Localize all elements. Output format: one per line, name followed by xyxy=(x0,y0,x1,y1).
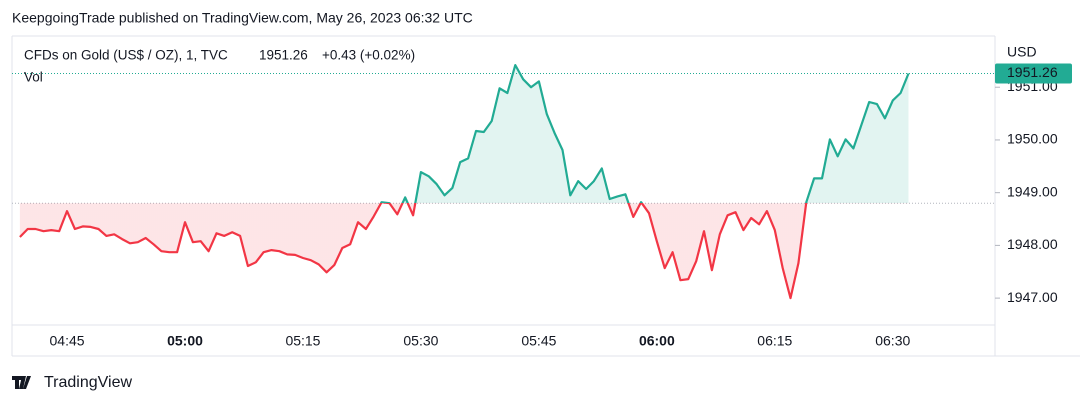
symbol: CFDs on Gold (US$ / OZ), 1, TVC xyxy=(24,48,228,63)
logo-mark xyxy=(12,376,31,389)
logo: TradingView xyxy=(12,374,132,391)
y-tick-label: 1947.00 xyxy=(1007,289,1058,305)
baseline-area xyxy=(19,65,909,299)
volume-label: Vol xyxy=(24,70,43,85)
x-tick-label: 06:00 xyxy=(639,333,675,349)
last-price: 1951.26 xyxy=(259,48,308,63)
brand: TradingView xyxy=(44,374,132,391)
publisher: KeepgoingTrade published on TradingView.… xyxy=(12,10,473,26)
price-line xyxy=(19,63,910,300)
y-tick-label: 1950.00 xyxy=(1007,131,1058,147)
x-tick-label: 05:30 xyxy=(403,333,438,349)
price-change: +0.43 (+0.02%) xyxy=(322,48,415,63)
y-tick-label: 1948.00 xyxy=(1007,236,1058,252)
currency: USD xyxy=(1007,44,1037,60)
y-tick-label: 1949.00 xyxy=(1007,183,1058,199)
plot-area xyxy=(12,63,995,300)
price-tag xyxy=(995,63,1072,84)
price-tag-label: 1951.26 xyxy=(1007,64,1058,80)
x-tick-label: 06:30 xyxy=(875,333,910,349)
x-tick-label: 05:45 xyxy=(521,333,556,349)
x-tick-label: 05:00 xyxy=(167,333,203,349)
x-tick-label: 06:15 xyxy=(757,333,792,349)
x-tick-label: 05:15 xyxy=(285,333,320,349)
x-tick-label: 04:45 xyxy=(50,333,85,349)
